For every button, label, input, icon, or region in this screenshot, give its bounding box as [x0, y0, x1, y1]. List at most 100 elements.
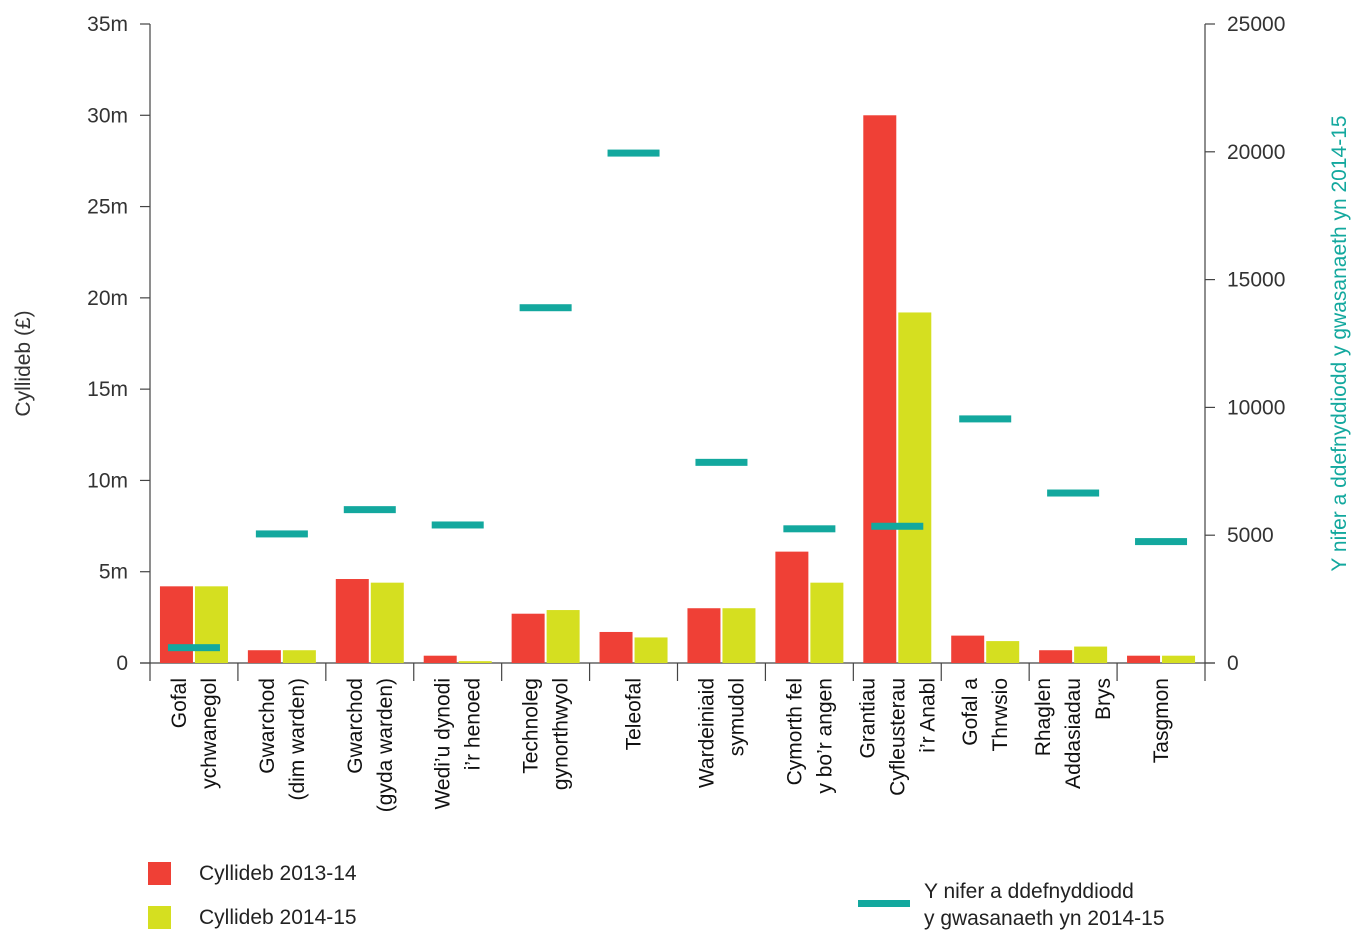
bar-2014-15 [458, 661, 492, 663]
bar-2014-15 [1074, 646, 1108, 663]
category-label: Wedi’u dynodi i’r henoed [432, 678, 485, 810]
category-label: Wardeiniaid symudol [695, 678, 748, 788]
category-label-line: Cyfleusterau [886, 678, 909, 796]
bar-2013-14 [951, 635, 985, 663]
right-axis-tick-label: 15000 [1227, 269, 1285, 292]
user-count-marker [959, 415, 1012, 423]
left-axis-tick-label: 30m [87, 104, 128, 127]
user-count-marker [167, 644, 220, 652]
category-label-line: Wedi’u dynodi [432, 678, 455, 810]
category-label: Gwarchod (gyda warden) [344, 678, 397, 812]
user-count-marker [1047, 489, 1100, 497]
bar-2013-14 [775, 551, 809, 663]
right-axis-tick-label: 5000 [1227, 524, 1274, 547]
left-axis-tick-label: 5m [99, 561, 128, 584]
bar-2014-15 [722, 608, 756, 663]
category-label-line: gynorthwyol [550, 678, 573, 790]
bar-2013-14 [159, 586, 193, 663]
bar-2013-14 [1127, 655, 1161, 663]
bar-2014-15 [986, 641, 1020, 663]
category-label-line: Tasgmon [1150, 678, 1173, 763]
bar-2013-14 [335, 579, 369, 663]
category-label-line: Cymorth fel [783, 678, 806, 785]
bar-2014-15 [810, 582, 844, 663]
user-count-marker [255, 530, 308, 538]
user-count-markers [167, 149, 1188, 652]
legend-label-2013: Cyllideb 2013-14 [199, 862, 357, 885]
category-label-line: (dim warden) [286, 678, 309, 801]
category-label-line: Thrwsio [989, 678, 1012, 752]
category-label-line: Grantiau [856, 678, 879, 759]
left-axis-title: Cyllideb (£) [12, 310, 35, 416]
left-axis-tick-label: 15m [87, 378, 128, 401]
user-count-marker [431, 521, 484, 529]
bar-2014-15 [370, 582, 404, 663]
bar-2013-14 [511, 613, 545, 663]
legend-item-2013: Cyllideb 2013-14 [148, 862, 357, 886]
category-label-line: Gwarchod [256, 678, 279, 774]
category-label-line: Rhaglen [1032, 678, 1055, 756]
category-label: Teleofal [623, 678, 646, 750]
category-label-line: ychwanegol [198, 678, 221, 789]
left-axis-tick-label: 10m [87, 469, 128, 492]
category-label-line: Brys [1092, 678, 1115, 720]
category-label: Technoleg gynorthwyol [520, 678, 573, 790]
category-label: Gwarchod (dim warden) [256, 678, 309, 801]
bar-2014-15 [634, 637, 668, 663]
legend-item-2014: Cyllideb 2014-15 [148, 906, 357, 930]
legend-label-users-line-1: Y nifer a ddefnyddiodd [924, 880, 1134, 903]
user-count-marker [343, 506, 396, 514]
category-label-line: Gofal [168, 678, 191, 728]
category-label-line: Gwarchod [344, 678, 367, 774]
user-count-marker [783, 525, 836, 533]
category-label: Cymorth fel y bo’r angen [783, 678, 836, 794]
category-label: Tasgmon [1150, 678, 1173, 763]
bar-2014-15 [282, 650, 316, 663]
bar-2013-14 [599, 631, 633, 663]
left-axis-tick-label: 20m [87, 287, 128, 310]
bars [159, 115, 1196, 664]
category-label-line: symudol [725, 678, 748, 756]
legend-label-users: Y nifer a ddefnyddiodd y gwasanaeth yn 2… [924, 878, 1165, 932]
right-axis-tick-label: 25000 [1227, 13, 1285, 36]
category-label-line: i’r Anabl [916, 678, 939, 753]
legend-swatch-2014 [148, 906, 171, 929]
left-axis-tick-label: 35m [87, 13, 128, 36]
category-label-line: Addasiadau [1062, 678, 1085, 789]
category-label-line: (gyda warden) [374, 678, 397, 812]
legend-swatch-users [858, 900, 910, 907]
user-count-marker [1135, 538, 1188, 546]
bar-2013-14 [863, 115, 897, 664]
category-label: Gofal ychwanegol [168, 678, 221, 789]
right-axis-tick-label: 10000 [1227, 396, 1285, 419]
right-axis-tick-label: 20000 [1227, 141, 1285, 164]
right-axis-tick-label: 0 [1227, 652, 1239, 675]
category-label-line: Wardeiniaid [695, 678, 718, 788]
right-axis-title: Y nifer a ddefnyddiodd y gwasanaeth yn 2… [1328, 115, 1351, 571]
legend-item-users: Y nifer a ddefnyddiodd y gwasanaeth yn 2… [858, 878, 1165, 932]
legend-label-2014: Cyllideb 2014-15 [199, 906, 357, 929]
bar-2013-14 [247, 650, 281, 663]
user-count-marker [607, 149, 660, 157]
category-label: Grantiau Cyfleusterau i’r Anabl [856, 678, 939, 796]
user-count-marker [519, 304, 572, 312]
user-count-marker [695, 458, 748, 466]
category-label: Rhaglen Addasiadau Brys [1032, 678, 1115, 789]
bar-2014-15 [194, 586, 228, 663]
bar-2013-14 [423, 655, 457, 663]
bar-2014-15 [1162, 655, 1196, 663]
axes: 0 5m 10m 15m 20m 25m 30m 35m 0 5000 10000 15000 2000… [12, 13, 1351, 681]
left-axis-tick-label: 25m [87, 196, 128, 219]
bar-2013-14 [1039, 650, 1073, 663]
category-label-line: Teleofal [623, 678, 646, 750]
bar-2013-14 [687, 608, 721, 663]
category-labels: Gofal ychwanegol Gwarchod (dim warden) Gwarc… [168, 678, 1173, 813]
bar-2014-15 [546, 610, 580, 663]
category-label-line: Gofal a [959, 678, 982, 746]
user-count-marker [871, 522, 924, 530]
category-label-line: i’r henoed [462, 678, 485, 770]
category-label-line: y bo’r angen [813, 678, 836, 794]
legend-swatch-2013 [148, 862, 171, 885]
left-axis-tick-label: 0 [116, 652, 128, 675]
